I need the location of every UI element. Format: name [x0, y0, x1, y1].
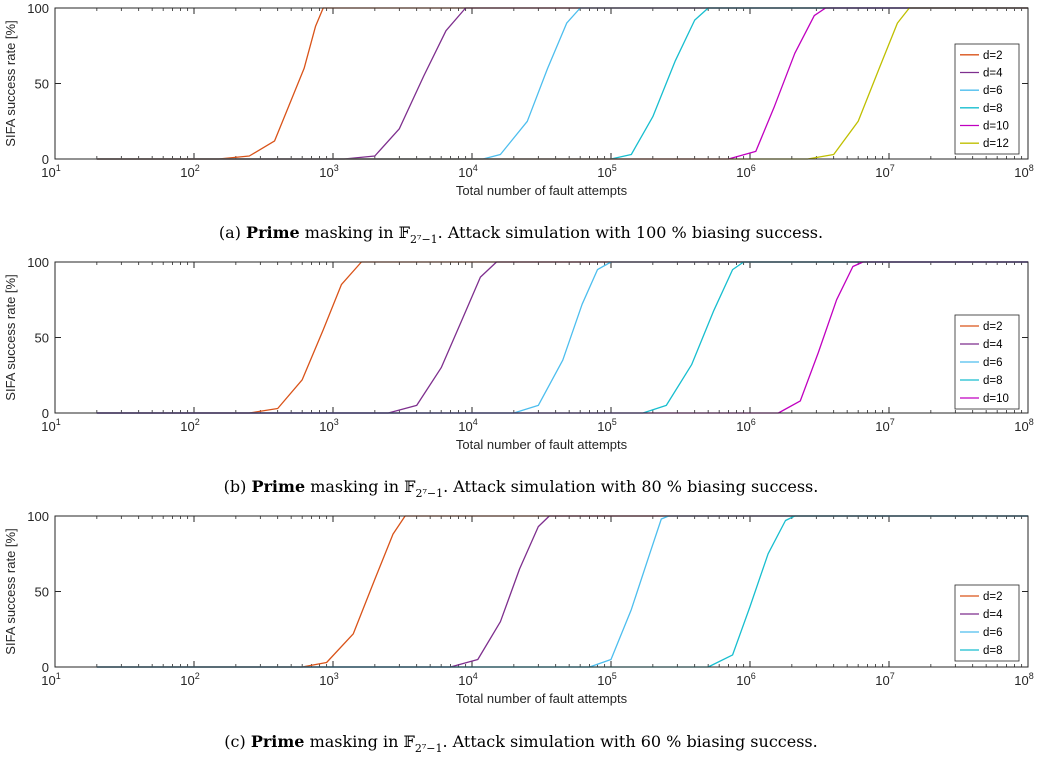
series-line-d=6 — [96, 515, 1028, 668]
chart-panel-c: 101 102 103 104 105 106 107 108 0 50 100 Total numb… — [3, 509, 1034, 755]
x-tick-label: 101 — [41, 671, 60, 688]
y-tick-label: 0 — [42, 406, 49, 421]
x-tick-label: 103 — [319, 417, 338, 434]
x-tick-label: 102 — [180, 163, 199, 180]
legend-entry: d=8 — [983, 375, 1003, 387]
chart-panel-a: 101 102 103 104 105 106 107 108 0 50 100 Total numb… — [3, 1, 1034, 246]
series-line-d=8 — [96, 7, 1028, 160]
x-tick-label: 103 — [319, 671, 338, 688]
legend-entry: d=4 — [983, 68, 1003, 80]
plot-area-frame — [54, 7, 1029, 160]
series-line-d=8 — [96, 261, 1028, 414]
x-axis-label: Total number of fault attempts — [456, 437, 628, 452]
legend-entry: d=2 — [983, 591, 1003, 603]
x-tick-label: 101 — [41, 417, 60, 434]
figure-caption: (c) Prime masking in 𝔽2⁷−1. Attack simul… — [224, 732, 817, 755]
legend-entry: d=8 — [983, 103, 1003, 115]
legend-entry: d=4 — [983, 609, 1003, 621]
series-line-d=10 — [96, 261, 1028, 414]
chart-panel-b: 101 102 103 104 105 106 107 108 0 50 100 Total numb… — [3, 255, 1034, 500]
legend-entry: d=4 — [983, 339, 1003, 351]
series-line-d=10 — [96, 7, 1028, 160]
x-tick-label: 106 — [736, 671, 755, 688]
y-tick-label: 0 — [42, 152, 49, 167]
series-line-d=2 — [96, 7, 1028, 160]
x-tick-label: 102 — [180, 671, 199, 688]
series-line-d=6 — [96, 261, 1028, 414]
legend-entry: d=6 — [983, 627, 1003, 639]
plot-area-frame — [54, 515, 1029, 668]
plot-area-frame — [54, 261, 1029, 414]
series-line-d=2 — [96, 515, 1028, 668]
y-axis-label: SIFA success rate [%] — [3, 20, 18, 146]
series-line-d=4 — [96, 7, 1028, 160]
y-tick-label: 100 — [27, 255, 49, 270]
series-line-d=2 — [96, 261, 1028, 414]
legend-entry: d=10 — [983, 121, 1009, 133]
x-tick-label: 107 — [875, 163, 894, 180]
x-tick-label: 106 — [736, 163, 755, 180]
y-tick-label: 50 — [35, 331, 49, 346]
y-tick-label: 0 — [42, 660, 49, 675]
legend-box — [954, 584, 1020, 662]
x-tick-label: 105 — [597, 163, 616, 180]
x-tick-label: 108 — [1014, 163, 1033, 180]
series-line-d=8 — [96, 515, 1028, 668]
legend-entry: d=2 — [983, 50, 1003, 62]
legend: d=2 d=4 d=6 d=8 d=10 d=12 — [954, 43, 1020, 155]
x-tick-label: 102 — [180, 417, 199, 434]
series-line-d=6 — [96, 7, 1028, 160]
y-tick-label: 50 — [35, 77, 49, 92]
legend-entry: d=6 — [983, 357, 1003, 369]
legend-entry: d=8 — [983, 645, 1003, 657]
x-tick-label: 105 — [597, 417, 616, 434]
y-tick-label: 100 — [27, 1, 49, 16]
legend-entry: d=2 — [983, 321, 1003, 333]
legend-entry: d=12 — [983, 138, 1009, 150]
y-axis-label: SIFA success rate [%] — [3, 528, 18, 654]
x-tick-label: 107 — [875, 671, 894, 688]
x-tick-label: 105 — [597, 671, 616, 688]
x-tick-label: 104 — [458, 163, 477, 180]
legend-box — [954, 43, 1020, 155]
figure-caption: (a) Prime masking in 𝔽2⁷−1. Attack simul… — [219, 223, 823, 246]
x-tick-label: 101 — [41, 163, 60, 180]
x-tick-label: 104 — [458, 671, 477, 688]
legend-entry: d=6 — [983, 85, 1003, 97]
series-line-d=4 — [96, 261, 1028, 414]
figure-caption: (b) Prime masking in 𝔽2⁷−1. Attack simul… — [224, 477, 819, 500]
legend-entry: d=10 — [983, 393, 1009, 405]
x-tick-label: 108 — [1014, 417, 1033, 434]
x-axis-label: Total number of fault attempts — [456, 691, 628, 706]
x-tick-label: 103 — [319, 163, 338, 180]
series-line-d=4 — [96, 515, 1028, 668]
y-tick-label: 50 — [35, 585, 49, 600]
x-tick-label: 104 — [458, 417, 477, 434]
x-tick-label: 107 — [875, 417, 894, 434]
x-axis-label: Total number of fault attempts — [456, 183, 628, 198]
y-axis-label: SIFA success rate [%] — [3, 274, 18, 400]
x-tick-label: 108 — [1014, 671, 1033, 688]
x-tick-label: 106 — [736, 417, 755, 434]
legend: d=2 d=4 d=6 d=8 — [954, 584, 1020, 662]
y-tick-label: 100 — [27, 509, 49, 524]
series-line-d=12 — [96, 7, 1028, 160]
legend: d=2 d=4 d=6 d=8 d=10 — [954, 314, 1020, 410]
